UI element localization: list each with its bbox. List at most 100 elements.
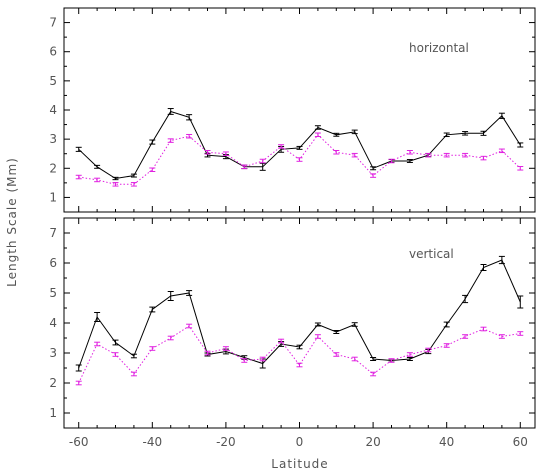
y-tick-label: 2 [49, 161, 57, 175]
panel-vertical-series-0-point [112, 339, 119, 346]
panel-horizontal-series-0-point [333, 132, 340, 137]
panel-vertical-series-0-point [333, 330, 340, 334]
panel-vertical-series-1-point [351, 356, 358, 362]
panel-horizontal-series-0-point [351, 129, 358, 135]
panel-horizontal-series-1-point [443, 152, 450, 158]
y-tick-label: 1 [49, 406, 57, 420]
panel-horizontal-series-0-point [167, 108, 174, 115]
panel-horizontal-series-1-point [351, 152, 358, 158]
panel-horizontal-series-1-point [370, 173, 377, 178]
panel-vertical-series-1-point [186, 323, 193, 329]
y-tick-label: 6 [49, 256, 57, 270]
panel-horizontal-series-1-point [462, 152, 469, 158]
panel-vertical-series-1-point [94, 341, 101, 347]
x-tick-label: -40 [143, 435, 163, 449]
panel-horizontal-series-1-point [167, 138, 174, 143]
y-tick-label: 6 [49, 45, 57, 59]
panel-horizontal-series-1-point [222, 151, 229, 156]
panel-horizontal-series-0-point [498, 112, 505, 119]
panel-vertical-series-1-point [443, 343, 450, 348]
y-tick-label: 3 [49, 132, 57, 146]
x-tick-label: 0 [296, 435, 304, 449]
panel-horizontal-series-0-point [370, 166, 377, 171]
panel-label-horizontal: horizontal [409, 41, 469, 55]
panel-horizontal-series-0-point [480, 130, 487, 136]
panel-horizontal-series-1-point [388, 158, 395, 164]
panel-horizontal-series-1-point [259, 158, 266, 164]
panel-vertical-series-1-point [314, 334, 321, 339]
panel-horizontal-series-1-point [186, 133, 193, 139]
panel-vertical-series-0-point [296, 344, 303, 350]
panels-layer: 1 2 3 4 5 6 7 1 2 3 4 5 6 7 -60 -40 -20 0 20 40 60 [49, 7, 536, 449]
y-tick-label: 5 [49, 286, 57, 300]
panel-horizontal-series-0-point [186, 114, 193, 121]
y-tick-label: 4 [49, 316, 57, 330]
panel-vertical-series-0-point [130, 353, 137, 359]
panel-horizontal-series-0-point [75, 146, 82, 152]
panel-vertical-series-0-line [78, 259, 521, 369]
panel-horizontal-series-1-point [314, 132, 321, 138]
panel-horizontal-series-0-line [78, 110, 521, 180]
panel-vertical-series-0-point [406, 357, 413, 361]
y-tick-label: 3 [49, 346, 57, 360]
panel-horizontal-series-1-point [517, 166, 524, 171]
y-tick-label: 2 [49, 376, 57, 390]
panel-horizontal-series-1-point [75, 174, 82, 180]
y-tick-label: 1 [49, 190, 57, 204]
y-tick-label: 4 [49, 103, 57, 117]
panel-horizontal-series-1-point [112, 182, 119, 187]
panel-vertical-series-1-point [149, 346, 156, 351]
panel-vertical-series-1-line [78, 325, 521, 384]
panel-horizontal-series-0-point [259, 162, 266, 171]
panel-vertical-series-0-point [75, 364, 82, 372]
panel-horizontal-series-0-point [314, 125, 321, 130]
panel-vertical-series-1-point [296, 362, 303, 368]
panel-vertical-series-1-point [406, 352, 413, 357]
panel-horizontal-series-1-point [480, 155, 487, 161]
panel-horizontal-series-1-point [278, 144, 285, 149]
panel-vertical-series-1-point [498, 334, 505, 339]
x-tick-label: 60 [513, 435, 528, 449]
panel-vertical-series-0-point [480, 264, 487, 271]
x-tick-label: 40 [439, 435, 454, 449]
panel-horizontal-series-0-point [296, 145, 303, 150]
panel-vertical-series-1-point [333, 352, 340, 357]
panel-horizontal-series-1-point [149, 167, 156, 172]
panel-horizontal: 1 2 3 4 5 6 7 [49, 7, 536, 213]
panel-horizontal-frame [63, 7, 536, 213]
y-axis-title: Length Scale (Mm) [5, 157, 19, 287]
panel-vertical-series-1-point [222, 346, 229, 351]
panel-horizontal-series-1-point [425, 152, 432, 158]
panel-horizontal-series-1-point [130, 182, 137, 187]
y-tick-label: 7 [49, 226, 57, 240]
panel-vertical-series-1-point [388, 358, 395, 363]
panel-horizontal-series-1-point [204, 150, 211, 155]
panel-vertical-series-0-point [370, 357, 377, 361]
panel-vertical-series-0-point [186, 290, 193, 296]
x-axis-title: Latitude [271, 457, 328, 471]
panel-vertical-series-1-point [462, 334, 469, 339]
panel-vertical-series-1-point [480, 326, 487, 332]
x-tick-label: -20 [216, 435, 236, 449]
x-tick-label: 20 [365, 435, 380, 449]
panel-horizontal-series-1-point [406, 150, 413, 155]
y-tick-label: 7 [49, 16, 57, 30]
panel-horizontal-series-0-point [130, 173, 137, 178]
panel-vertical-series-1-point [425, 347, 432, 353]
panel-horizontal-series-0-point [112, 176, 119, 181]
panel-horizontal-series-1-point [94, 177, 101, 183]
x-tick-label: -60 [69, 435, 89, 449]
panel-vertical-series-0-point [314, 322, 321, 327]
panel-vertical: 1 2 3 4 5 6 7 -60 -40 -20 0 20 40 60 [49, 217, 536, 449]
panel-vertical-series-1-point [370, 371, 377, 377]
panel-horizontal-series-1-point [498, 148, 505, 154]
panel-vertical-series-0-point [351, 322, 358, 327]
panel-vertical-series-0-point [443, 321, 450, 328]
panel-vertical-series-1-point [278, 338, 285, 344]
panel-horizontal-series-1-point [333, 150, 340, 155]
y-tick-label: 5 [49, 74, 57, 88]
panel-horizontal-series-0-point [149, 139, 156, 145]
panel-vertical-series-1-point [204, 350, 211, 356]
panel-horizontal-series-0-point [94, 164, 101, 169]
